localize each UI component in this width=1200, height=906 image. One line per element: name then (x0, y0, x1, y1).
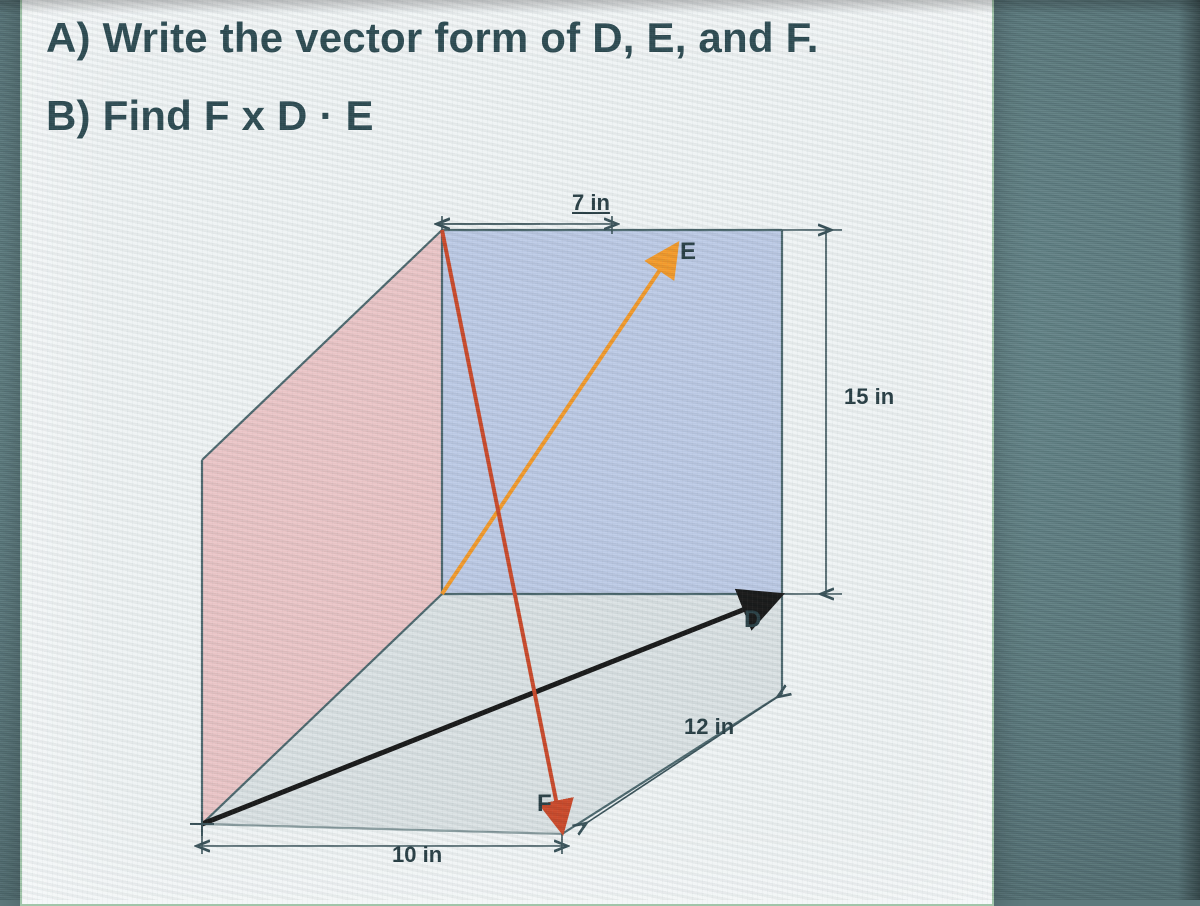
screen-vignette-top (0, 0, 1200, 14)
vector-diagram: 7 in 15 in 12 in 10 in D E F (142, 194, 962, 854)
question-line-b: B) Find F x D · E (46, 92, 374, 140)
screen-vignette-right (1178, 0, 1200, 900)
label-D: D (744, 606, 761, 634)
label-7in: 7 in (572, 190, 610, 216)
front-face (442, 230, 782, 594)
dim-15in (782, 230, 842, 594)
photo-background: A) Write the vector form of D, E, and F.… (0, 0, 1200, 900)
problem-slide: A) Write the vector form of D, E, and F.… (20, 0, 994, 906)
label-F: F (537, 790, 552, 818)
label-12in: 12 in (684, 714, 734, 740)
label-E: E (680, 238, 696, 266)
diagram-svg (142, 194, 962, 854)
label-10in: 10 in (392, 842, 442, 868)
label-15in: 15 in (844, 384, 894, 410)
question-line-a: A) Write the vector form of D, E, and F. (46, 14, 819, 62)
